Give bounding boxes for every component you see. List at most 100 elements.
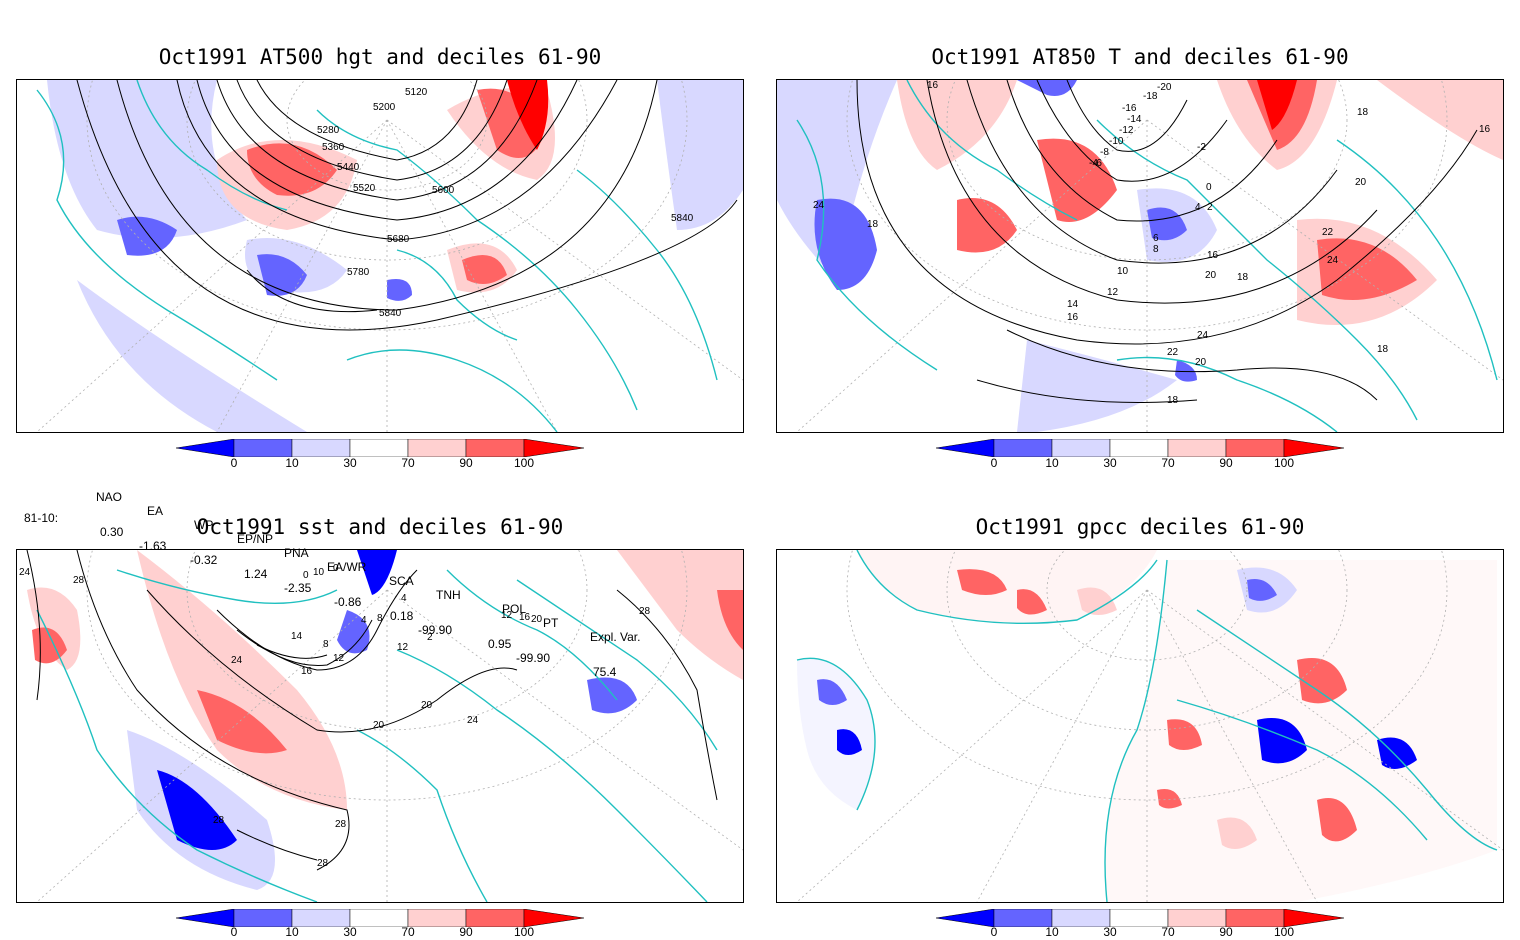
shade-blue bbox=[337, 610, 370, 654]
shade-red-strong bbox=[1257, 80, 1297, 130]
contour-label: 18 bbox=[1237, 272, 1249, 283]
colorbar-label: 90 bbox=[1219, 925, 1233, 939]
index-header: EP/NP bbox=[237, 532, 274, 546]
map-sst-svg: 24 28 0 10 4 8 4 14 8 12 16 20 20 24 24 … bbox=[19, 550, 743, 902]
shade-red-light bbox=[617, 550, 743, 680]
contour-label: 28 bbox=[639, 606, 651, 617]
contour-label: 8 bbox=[1153, 244, 1159, 255]
contour-label: 10 bbox=[313, 567, 325, 578]
coastlines bbox=[796, 550, 1498, 902]
graticule bbox=[36, 80, 743, 432]
shade-blue bbox=[817, 679, 847, 705]
shade-blue bbox=[117, 216, 177, 256]
shade-red-light bbox=[1217, 817, 1257, 849]
colorbar-label: 100 bbox=[513, 925, 535, 939]
index-header: Expl. Var. bbox=[590, 630, 641, 644]
contour-label: 5520 bbox=[353, 183, 376, 194]
contour-label: 24 bbox=[813, 200, 825, 211]
index-value: 0.18 bbox=[390, 609, 414, 623]
index-value: -2.35 bbox=[284, 581, 312, 595]
index-value: 0.95 bbox=[488, 637, 512, 651]
coastlines bbox=[796, 80, 1498, 432]
contour-label: 10 bbox=[1117, 266, 1129, 277]
index-header: PT bbox=[543, 616, 559, 630]
contour-label: 20 bbox=[1195, 357, 1207, 368]
shade-red bbox=[1037, 138, 1117, 222]
indices-value-row: 81-10: 0.30 -1.63 -0.32 1.24 -2.35 -0.86… bbox=[0, 497, 700, 679]
contour-label: 20 bbox=[531, 614, 543, 625]
shade-blue-light bbox=[657, 80, 743, 230]
contour-label: 24 bbox=[1327, 255, 1339, 266]
contour-label: 5840 bbox=[379, 308, 402, 319]
shade-blue-strong bbox=[837, 729, 862, 755]
colorbar-svg bbox=[935, 438, 1345, 458]
contour-label: 2 bbox=[1207, 202, 1213, 213]
contour-label: -18 bbox=[1143, 91, 1158, 102]
colorbar-label: 90 bbox=[459, 456, 473, 470]
contour-label: 28 bbox=[73, 575, 85, 586]
contour-label: 0 bbox=[1206, 182, 1212, 193]
colorbar-label: 70 bbox=[1161, 925, 1175, 939]
contour-label: -4 bbox=[1089, 158, 1098, 169]
shade-red bbox=[1167, 719, 1202, 750]
shade-blue bbox=[1175, 360, 1197, 382]
index-header: WP bbox=[194, 518, 214, 532]
index-value: -1.63 bbox=[139, 539, 167, 553]
contour-label: 12 bbox=[501, 610, 513, 621]
coastlines bbox=[36, 569, 718, 902]
colorbar-label: 10 bbox=[1045, 456, 1059, 470]
map-at500-svg: 5120 5200 5280 5360 5440 5520 5600 5680 … bbox=[17, 80, 743, 432]
contour-label: 5200 bbox=[373, 102, 396, 113]
contours bbox=[26, 550, 718, 871]
colorbar-top-right: 0 10 30 70 90 100 bbox=[935, 438, 1346, 473]
contour-label: -8 bbox=[1100, 147, 1109, 158]
shade-red-strong bbox=[507, 80, 549, 150]
colorbar-label: 30 bbox=[343, 456, 357, 470]
colorbar-label: 70 bbox=[401, 925, 415, 939]
index-value: -99.90 bbox=[516, 651, 551, 665]
colorbar-label: 10 bbox=[1045, 925, 1059, 939]
index-header: EA bbox=[147, 504, 164, 518]
graticule bbox=[796, 550, 1503, 902]
colorbar-label: 90 bbox=[459, 925, 473, 939]
contour-label: -12 bbox=[1119, 125, 1134, 136]
contour-label: 20 bbox=[373, 720, 385, 731]
land-patch bbox=[797, 658, 875, 810]
shade-blue-light bbox=[47, 80, 247, 238]
shade-blue bbox=[814, 198, 877, 290]
contour-label: 5120 bbox=[405, 87, 428, 98]
contour-label: 5600 bbox=[432, 185, 455, 196]
contour-label: 18 bbox=[1377, 344, 1389, 355]
shade-blue-light bbox=[77, 280, 307, 432]
shade-blue-light bbox=[1017, 340, 1177, 432]
map-at850-svg: 16 -20 -18 -16 -14 -12 -10 -8 -6 -4 -2 0… bbox=[777, 80, 1503, 432]
panel-title-sst: Oct1991 sst and deciles 61-90 bbox=[196, 515, 564, 539]
colorbar-label: 70 bbox=[1161, 456, 1175, 470]
colorbar-label: 100 bbox=[1273, 925, 1295, 939]
colorbar-label: 0 bbox=[990, 925, 998, 939]
indices-header-row: NAO EA WP EP/NP PNA EA/WR SCA TNH POL PT… bbox=[0, 476, 700, 644]
map-gpcc-svg bbox=[796, 550, 1503, 902]
contour-label: 4 bbox=[1195, 202, 1201, 213]
colorbar-svg bbox=[175, 908, 585, 928]
contour-label: 4 bbox=[401, 593, 407, 604]
contour-label: 5360 bbox=[322, 142, 345, 153]
contour-label: 12 bbox=[397, 642, 409, 653]
contour-label: -16 bbox=[1122, 103, 1137, 114]
index-header: EA/WR bbox=[327, 560, 367, 574]
contour-label: 24 bbox=[1197, 330, 1209, 341]
panel-title-gpcc: Oct1991 gpcc deciles 61-90 bbox=[975, 515, 1305, 539]
colorbar-label: 10 bbox=[285, 925, 299, 939]
panel-title-at500: Oct1991 AT500 hgt and deciles 61-90 bbox=[158, 45, 602, 69]
graticule bbox=[36, 550, 743, 902]
shade-blue-strong bbox=[357, 550, 397, 595]
shade-blue-strong bbox=[1377, 737, 1417, 769]
colorbar-top-left: 0 10 30 70 90 100 bbox=[175, 438, 586, 473]
contour-label: 16 bbox=[1067, 312, 1079, 323]
index-value: -0.86 bbox=[334, 595, 362, 609]
map-at500: 5120 5200 5280 5360 5440 5520 5600 5680 … bbox=[16, 79, 744, 433]
contour-label: 20 bbox=[1205, 270, 1217, 281]
contour-label: 28 bbox=[317, 858, 329, 869]
colorbar-label: 0 bbox=[230, 925, 238, 939]
index-value: 75.4 bbox=[593, 665, 617, 679]
